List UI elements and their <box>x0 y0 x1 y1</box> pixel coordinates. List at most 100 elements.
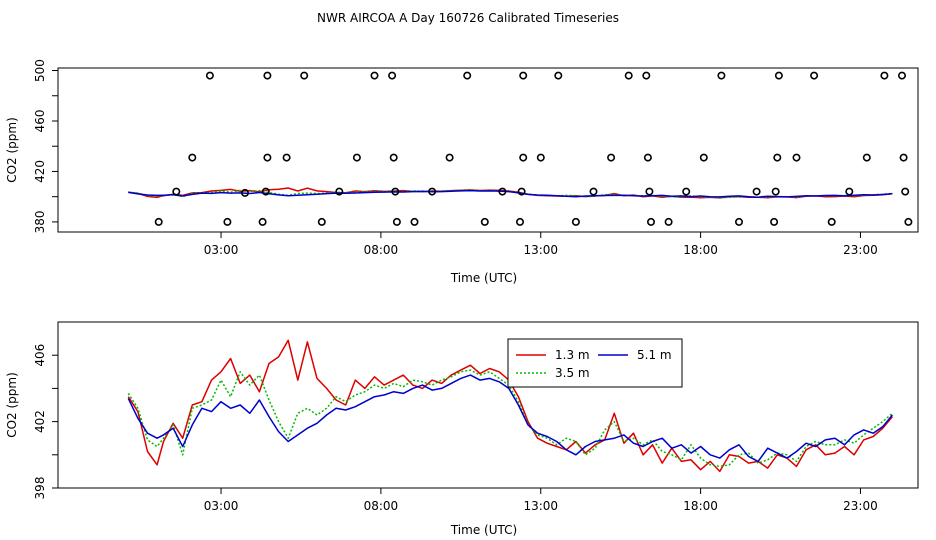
calibration-point <box>734 217 743 226</box>
calibration-point <box>388 71 397 80</box>
bottom-x-tick-label: 23:00 <box>843 499 878 513</box>
legend: 1.3 m 5.1 m 3.5 m <box>507 338 683 388</box>
calibration-point <box>645 187 654 196</box>
legend-box <box>507 338 683 388</box>
calibration-point <box>571 217 580 226</box>
calibration-point <box>624 71 633 80</box>
calibration-point <box>300 71 309 80</box>
bottom-y-axis-label: CO2 (ppm) <box>5 372 19 438</box>
calibration-point <box>880 71 889 80</box>
calibration-point <box>445 153 454 162</box>
top-x-tick-label: 13:00 <box>523 243 558 257</box>
top-y-tick-label: 380 <box>33 210 47 233</box>
chart-title: NWR AIRCOA A Day 160726 Calibrated Times… <box>317 11 619 25</box>
calibration-point <box>258 217 267 226</box>
calibration-point <box>519 153 528 162</box>
top-x-tick-label: 03:00 <box>204 243 239 257</box>
calibration-point <box>188 153 197 162</box>
calibration-point <box>392 217 401 226</box>
calibration-point <box>428 187 437 196</box>
bottom-x-tick-label: 03:00 <box>204 499 239 513</box>
top-x-axis: 03:00 08:00 13:00 18:00 23:00 <box>204 232 878 257</box>
bottom-y-tick-label: 402 <box>33 410 47 433</box>
calibration-point <box>463 71 472 80</box>
calibration-point <box>317 217 326 226</box>
calibration-point <box>589 187 598 196</box>
top-x-tick-label: 23:00 <box>843 243 878 257</box>
top-y-axis: 380 420 460 500 <box>33 59 58 233</box>
top-y-axis-label: CO2 (ppm) <box>5 117 19 183</box>
calibration-point <box>607 153 616 162</box>
calibration-point <box>904 217 913 226</box>
calibration-point <box>282 153 291 162</box>
top-plot-frame <box>57 67 919 233</box>
calibration-point <box>352 153 361 162</box>
calibration-point <box>901 187 910 196</box>
bottom-x-tick-label: 13:00 <box>523 499 558 513</box>
calibration-point <box>845 187 854 196</box>
calibration-point <box>682 187 691 196</box>
calibration-point <box>391 187 400 196</box>
bottom-x-tick-label: 18:00 <box>683 499 718 513</box>
calibration-point <box>810 71 819 80</box>
bottom-x-axis-label: Time (UTC) <box>450 523 517 537</box>
series-line-5-1-m <box>127 374 893 463</box>
top-series-line-5-1-m <box>128 189 893 198</box>
calibration-point <box>519 71 528 80</box>
calibration-point <box>410 217 419 226</box>
calibration-point <box>643 153 652 162</box>
top-series-layer <box>128 187 893 199</box>
calibration-point <box>154 217 163 226</box>
calibration-point <box>517 187 526 196</box>
bottom-panel: 03:00 08:00 13:00 18:00 23:00 398 402 406 Time… <box>5 321 919 537</box>
top-x-tick-label: 18:00 <box>683 243 718 257</box>
bottom-y-tick-label: 398 <box>33 477 47 500</box>
calibration-point <box>752 187 761 196</box>
calibration-point <box>646 217 655 226</box>
legend-label-3-5m: 3.5 m <box>555 366 590 380</box>
calibration-point <box>515 217 524 226</box>
bottom-x-tick-label: 08:00 <box>364 499 399 513</box>
bottom-y-tick-label: 406 <box>33 344 47 367</box>
calibration-point <box>536 153 545 162</box>
calibration-point <box>498 187 507 196</box>
top-calibration-points <box>154 71 913 226</box>
legend-label-5-1m: 5.1 m <box>637 348 672 362</box>
calibration-point <box>241 188 250 197</box>
calibration-point <box>771 187 780 196</box>
calibration-point <box>770 217 779 226</box>
calibration-point <box>862 153 871 162</box>
calibration-point <box>642 71 651 80</box>
bottom-plot-frame <box>57 321 919 489</box>
top-y-tick-label: 420 <box>33 160 47 183</box>
calibration-point <box>554 71 563 80</box>
bottom-y-axis: 398 402 406 <box>33 344 58 500</box>
top-panel: 03:00 08:00 13:00 18:00 23:00 380 420 460 500 T… <box>5 59 919 285</box>
top-y-tick-label: 500 <box>33 59 47 82</box>
calibration-point <box>263 71 272 80</box>
calibration-point <box>261 187 270 196</box>
calibration-point <box>899 153 908 162</box>
calibration-point <box>205 71 214 80</box>
calibration-point <box>223 217 232 226</box>
top-y-tick-label: 460 <box>33 110 47 133</box>
bottom-x-axis: 03:00 08:00 13:00 18:00 23:00 <box>204 488 878 513</box>
calibration-point <box>792 153 801 162</box>
top-x-tick-label: 08:00 <box>364 243 399 257</box>
calibration-point <box>827 217 836 226</box>
legend-label-1-3m: 1.3 m <box>555 348 590 362</box>
calibration-point <box>664 217 673 226</box>
calibration-point <box>335 187 344 196</box>
top-x-axis-label: Time (UTC) <box>450 271 517 285</box>
calibration-point <box>699 153 708 162</box>
calibration-point <box>897 71 906 80</box>
calibration-point <box>717 71 726 80</box>
calibration-point <box>389 153 398 162</box>
calibration-point <box>774 71 783 80</box>
calibration-point <box>370 71 379 80</box>
calibration-point <box>172 187 181 196</box>
calibration-point <box>263 153 272 162</box>
calibration-point <box>773 153 782 162</box>
calibration-point <box>480 217 489 226</box>
